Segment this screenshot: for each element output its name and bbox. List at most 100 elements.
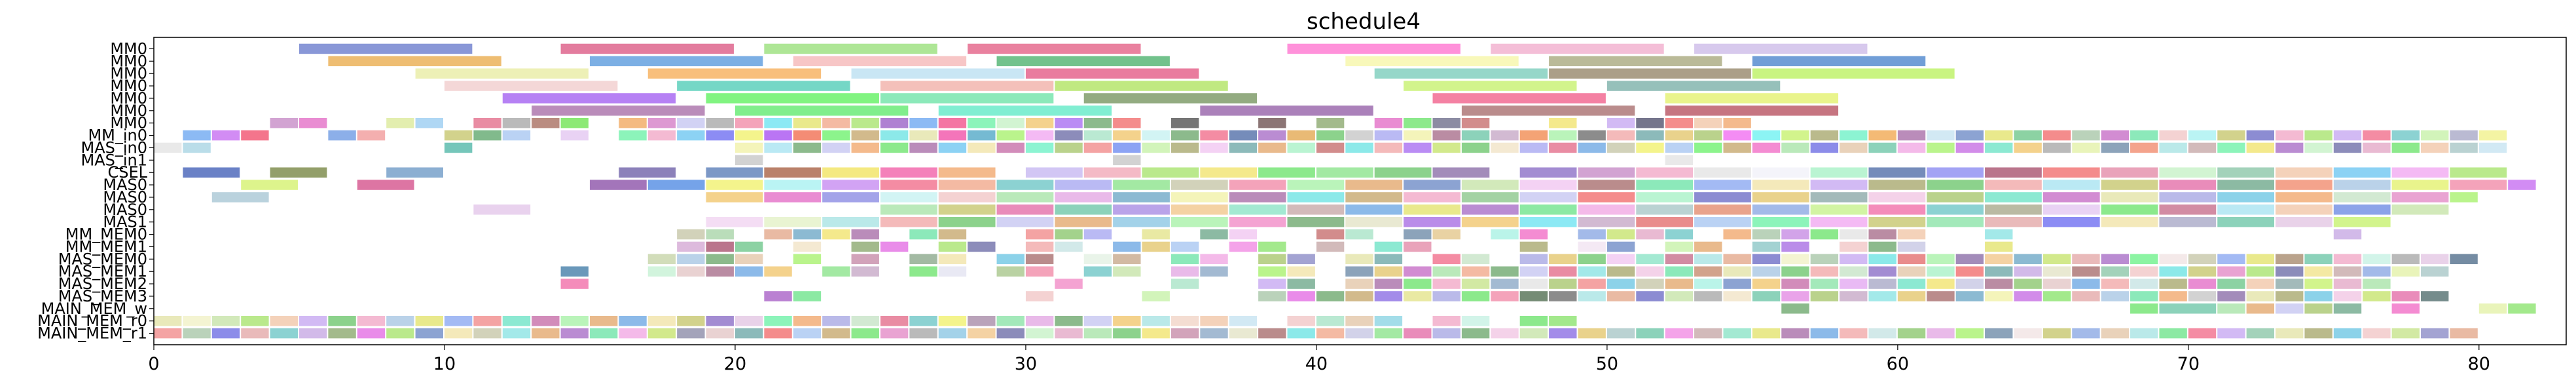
task-bar (211, 328, 240, 339)
task-bar (1578, 192, 1635, 203)
task-bar (2072, 142, 2100, 153)
task-bar (677, 241, 705, 252)
task-bar (1316, 328, 1345, 339)
task-bar (2101, 328, 2130, 339)
task-bar (183, 167, 240, 178)
task-bar (1578, 180, 1635, 190)
task-bar (764, 180, 822, 190)
task-bar (1694, 328, 1722, 339)
task-bar (2304, 328, 2332, 339)
task-bar (2391, 204, 2449, 215)
task-bar (938, 106, 1112, 116)
task-bar (1113, 266, 1141, 277)
task-bar (938, 180, 996, 190)
task-bar (270, 117, 298, 128)
task-bar (2101, 142, 2130, 153)
task-bar (2363, 279, 2391, 289)
task-bar (2159, 180, 2217, 190)
task-bar (1345, 279, 1373, 289)
task-bar (502, 93, 676, 104)
task-bar (1287, 216, 1345, 227)
task-bar (1985, 130, 2013, 141)
task-bar (938, 204, 996, 215)
task-bar (822, 328, 850, 339)
task-bar (1519, 167, 1577, 178)
task-bar (2304, 254, 2332, 265)
task-bar (1113, 216, 1170, 227)
task-bar (1055, 117, 1083, 128)
task-bar (1694, 216, 1751, 227)
task-bar (880, 241, 909, 252)
task-bar (1810, 192, 1868, 203)
task-bar (1955, 130, 1984, 141)
task-bar (1723, 130, 1751, 141)
task-bar (1083, 167, 1141, 178)
task-bar (1491, 130, 1519, 141)
task-bar (1374, 266, 1403, 277)
task-bar (1868, 167, 1926, 178)
task-bar (677, 229, 705, 240)
task-bar (2304, 291, 2332, 301)
task-bar (1606, 266, 1635, 277)
task-bar (1665, 328, 1694, 339)
task-bar (357, 315, 386, 326)
task-bar (968, 43, 1141, 54)
task-bar (1549, 117, 1577, 128)
task-bar (2042, 130, 2071, 141)
y-tick-label: MM0 (110, 64, 147, 83)
task-bar (2450, 142, 2478, 153)
task-bar (1025, 68, 1199, 79)
task-bar (1025, 142, 1054, 153)
task-bar (647, 180, 705, 190)
task-bar (938, 167, 996, 178)
task-bar (1752, 167, 1809, 178)
task-bars (154, 43, 2536, 339)
x-tick-label: 20 (724, 354, 746, 374)
task-bar (1636, 204, 1694, 215)
task-bar (706, 254, 734, 265)
task-bar (1868, 180, 1926, 190)
task-bar (1055, 81, 1228, 91)
task-bar (1229, 241, 1258, 252)
task-bar (1694, 130, 1722, 141)
task-bar (996, 56, 1170, 67)
task-bar (2188, 254, 2217, 265)
task-bar (2042, 254, 2071, 265)
task-bar (1810, 328, 1839, 339)
task-bar (1287, 291, 1315, 301)
task-bar (1404, 81, 1577, 91)
task-bar (2304, 142, 2332, 153)
task-bar (1083, 229, 1112, 240)
task-bar (386, 167, 443, 178)
task-bar (1665, 241, 1694, 252)
task-bar (386, 315, 414, 326)
task-bar (2130, 254, 2158, 265)
task-bar (706, 192, 763, 203)
task-bar (2217, 279, 2245, 289)
task-bar (938, 315, 967, 326)
task-bar (1927, 266, 1955, 277)
task-bar (2159, 279, 2187, 289)
task-bar (1345, 229, 1373, 240)
task-bar (938, 266, 967, 277)
task-bar (735, 328, 763, 339)
task-bar (1955, 266, 1984, 277)
task-bar (1083, 93, 1258, 104)
task-bar (1345, 328, 1373, 339)
task-bar (1345, 130, 1373, 141)
task-bar (2042, 266, 2071, 277)
task-bar (647, 254, 676, 265)
task-bar (1752, 56, 1926, 67)
task-bar (1694, 117, 1722, 128)
task-bar (1636, 229, 1664, 240)
task-bar (2391, 192, 2449, 203)
task-bar (502, 117, 531, 128)
task-bar (1404, 130, 1432, 141)
task-bar (764, 315, 792, 326)
task-bar (968, 241, 996, 252)
task-bar (968, 315, 996, 326)
task-bar (996, 216, 1054, 227)
task-bar (2333, 192, 2391, 203)
task-bar (2101, 192, 2158, 203)
y-tick-label: MM0 (110, 89, 147, 107)
